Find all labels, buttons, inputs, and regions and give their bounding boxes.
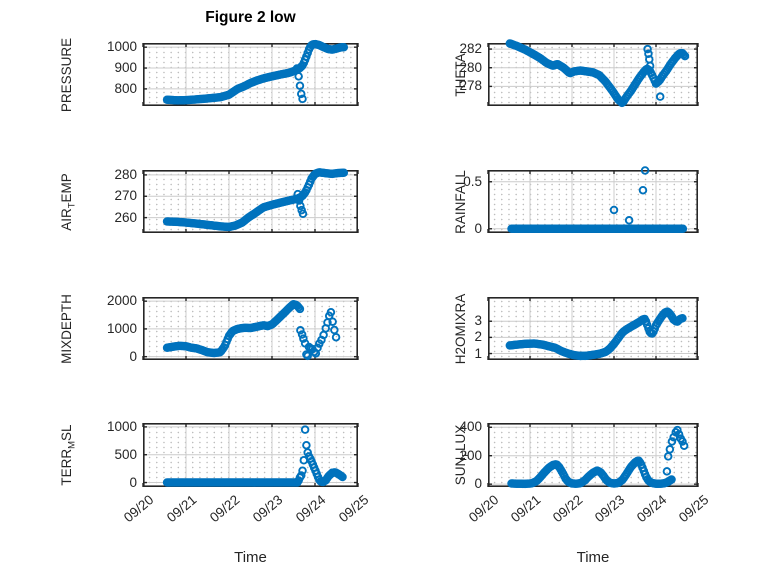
subplot-sun-flux bbox=[487, 423, 699, 489]
subplot-pressure bbox=[142, 39, 359, 107]
y-tick-label: 1000 bbox=[106, 418, 137, 434]
y-tick-label: 500 bbox=[114, 446, 137, 462]
y-tick-label: 0.5 bbox=[463, 173, 482, 189]
x-tick-label: 09/21 bbox=[508, 492, 544, 526]
y-tick-label: 3 bbox=[474, 313, 482, 329]
subplot-h2omixra bbox=[487, 297, 699, 361]
data-markers-terr-msl bbox=[162, 425, 347, 487]
y-tick-label: 282 bbox=[459, 41, 482, 57]
y-tick-label: 1 bbox=[474, 345, 482, 361]
x-tick-label: 09/23 bbox=[592, 492, 628, 526]
y-tick-label: 0 bbox=[129, 474, 137, 490]
x-tick-label: 09/24 bbox=[293, 492, 329, 526]
x-axis-label: Time bbox=[576, 549, 610, 566]
y-tick-label: 0 bbox=[474, 220, 482, 236]
x-tick-label: 09/21 bbox=[164, 492, 200, 526]
y-tick-label: 280 bbox=[114, 166, 137, 182]
plot-area-theta bbox=[487, 39, 699, 108]
x-tick-label: 09/22 bbox=[207, 492, 243, 526]
y-tick-label: 1000 bbox=[106, 320, 137, 336]
plot-area-rainfall bbox=[487, 166, 699, 234]
x-tick-label: 09/25 bbox=[336, 492, 372, 526]
y-tick-label: 280 bbox=[459, 59, 482, 75]
plot-area-sun-flux bbox=[487, 423, 699, 489]
x-axis-label: Time bbox=[234, 549, 267, 566]
y-tick-label: 400 bbox=[459, 419, 482, 435]
y-tick-label: 800 bbox=[114, 80, 137, 96]
x-tick-label: 09/23 bbox=[250, 492, 286, 526]
plot-area-h2omixra bbox=[487, 297, 699, 361]
subplot-mixdepth bbox=[142, 297, 359, 361]
subplot-air-temp bbox=[142, 168, 359, 234]
plot-area-air-temp bbox=[142, 168, 359, 234]
data-markers-air-temp bbox=[162, 168, 349, 232]
y-tick-label: 900 bbox=[114, 60, 137, 76]
subplot-rainfall bbox=[487, 166, 699, 234]
y-tick-label: 0 bbox=[129, 348, 137, 364]
subplot-theta bbox=[487, 39, 699, 108]
plot-area-mixdepth bbox=[142, 297, 359, 361]
data-markers-pressure bbox=[162, 39, 349, 105]
y-axis-label-terr-msl: TERRMSL bbox=[59, 424, 78, 486]
y-tick-label: 278 bbox=[459, 78, 482, 94]
x-tick-label: 09/25 bbox=[676, 492, 712, 526]
data-markers-mixdepth bbox=[162, 299, 341, 361]
figure-title: Figure 2 low bbox=[205, 9, 296, 26]
subplot-terr-msl bbox=[142, 423, 359, 488]
data-markers-sun-flux bbox=[507, 425, 689, 489]
data-markers-h2omixra bbox=[505, 307, 687, 361]
y-tick-label: 1000 bbox=[106, 39, 137, 55]
y-tick-label: 200 bbox=[459, 447, 482, 463]
y-tick-label: 270 bbox=[114, 188, 137, 204]
data-markers-rainfall bbox=[507, 166, 688, 234]
y-tick-label: 260 bbox=[114, 209, 137, 225]
y-tick-label: 2 bbox=[474, 329, 482, 345]
y-axis-label-sun-flux: SUNFLUX bbox=[453, 424, 472, 486]
y-tick-label: 2000 bbox=[106, 293, 137, 309]
x-tick-label: 09/24 bbox=[634, 492, 670, 526]
plot-area-terr-msl bbox=[142, 423, 359, 488]
plot-area-pressure bbox=[142, 39, 359, 107]
x-tick-label: 09/20 bbox=[466, 492, 502, 526]
data-markers-theta bbox=[505, 39, 690, 108]
y-tick-label: 0 bbox=[474, 476, 482, 492]
x-tick-label: 09/22 bbox=[550, 492, 586, 526]
x-tick-label: 09/20 bbox=[121, 492, 157, 526]
